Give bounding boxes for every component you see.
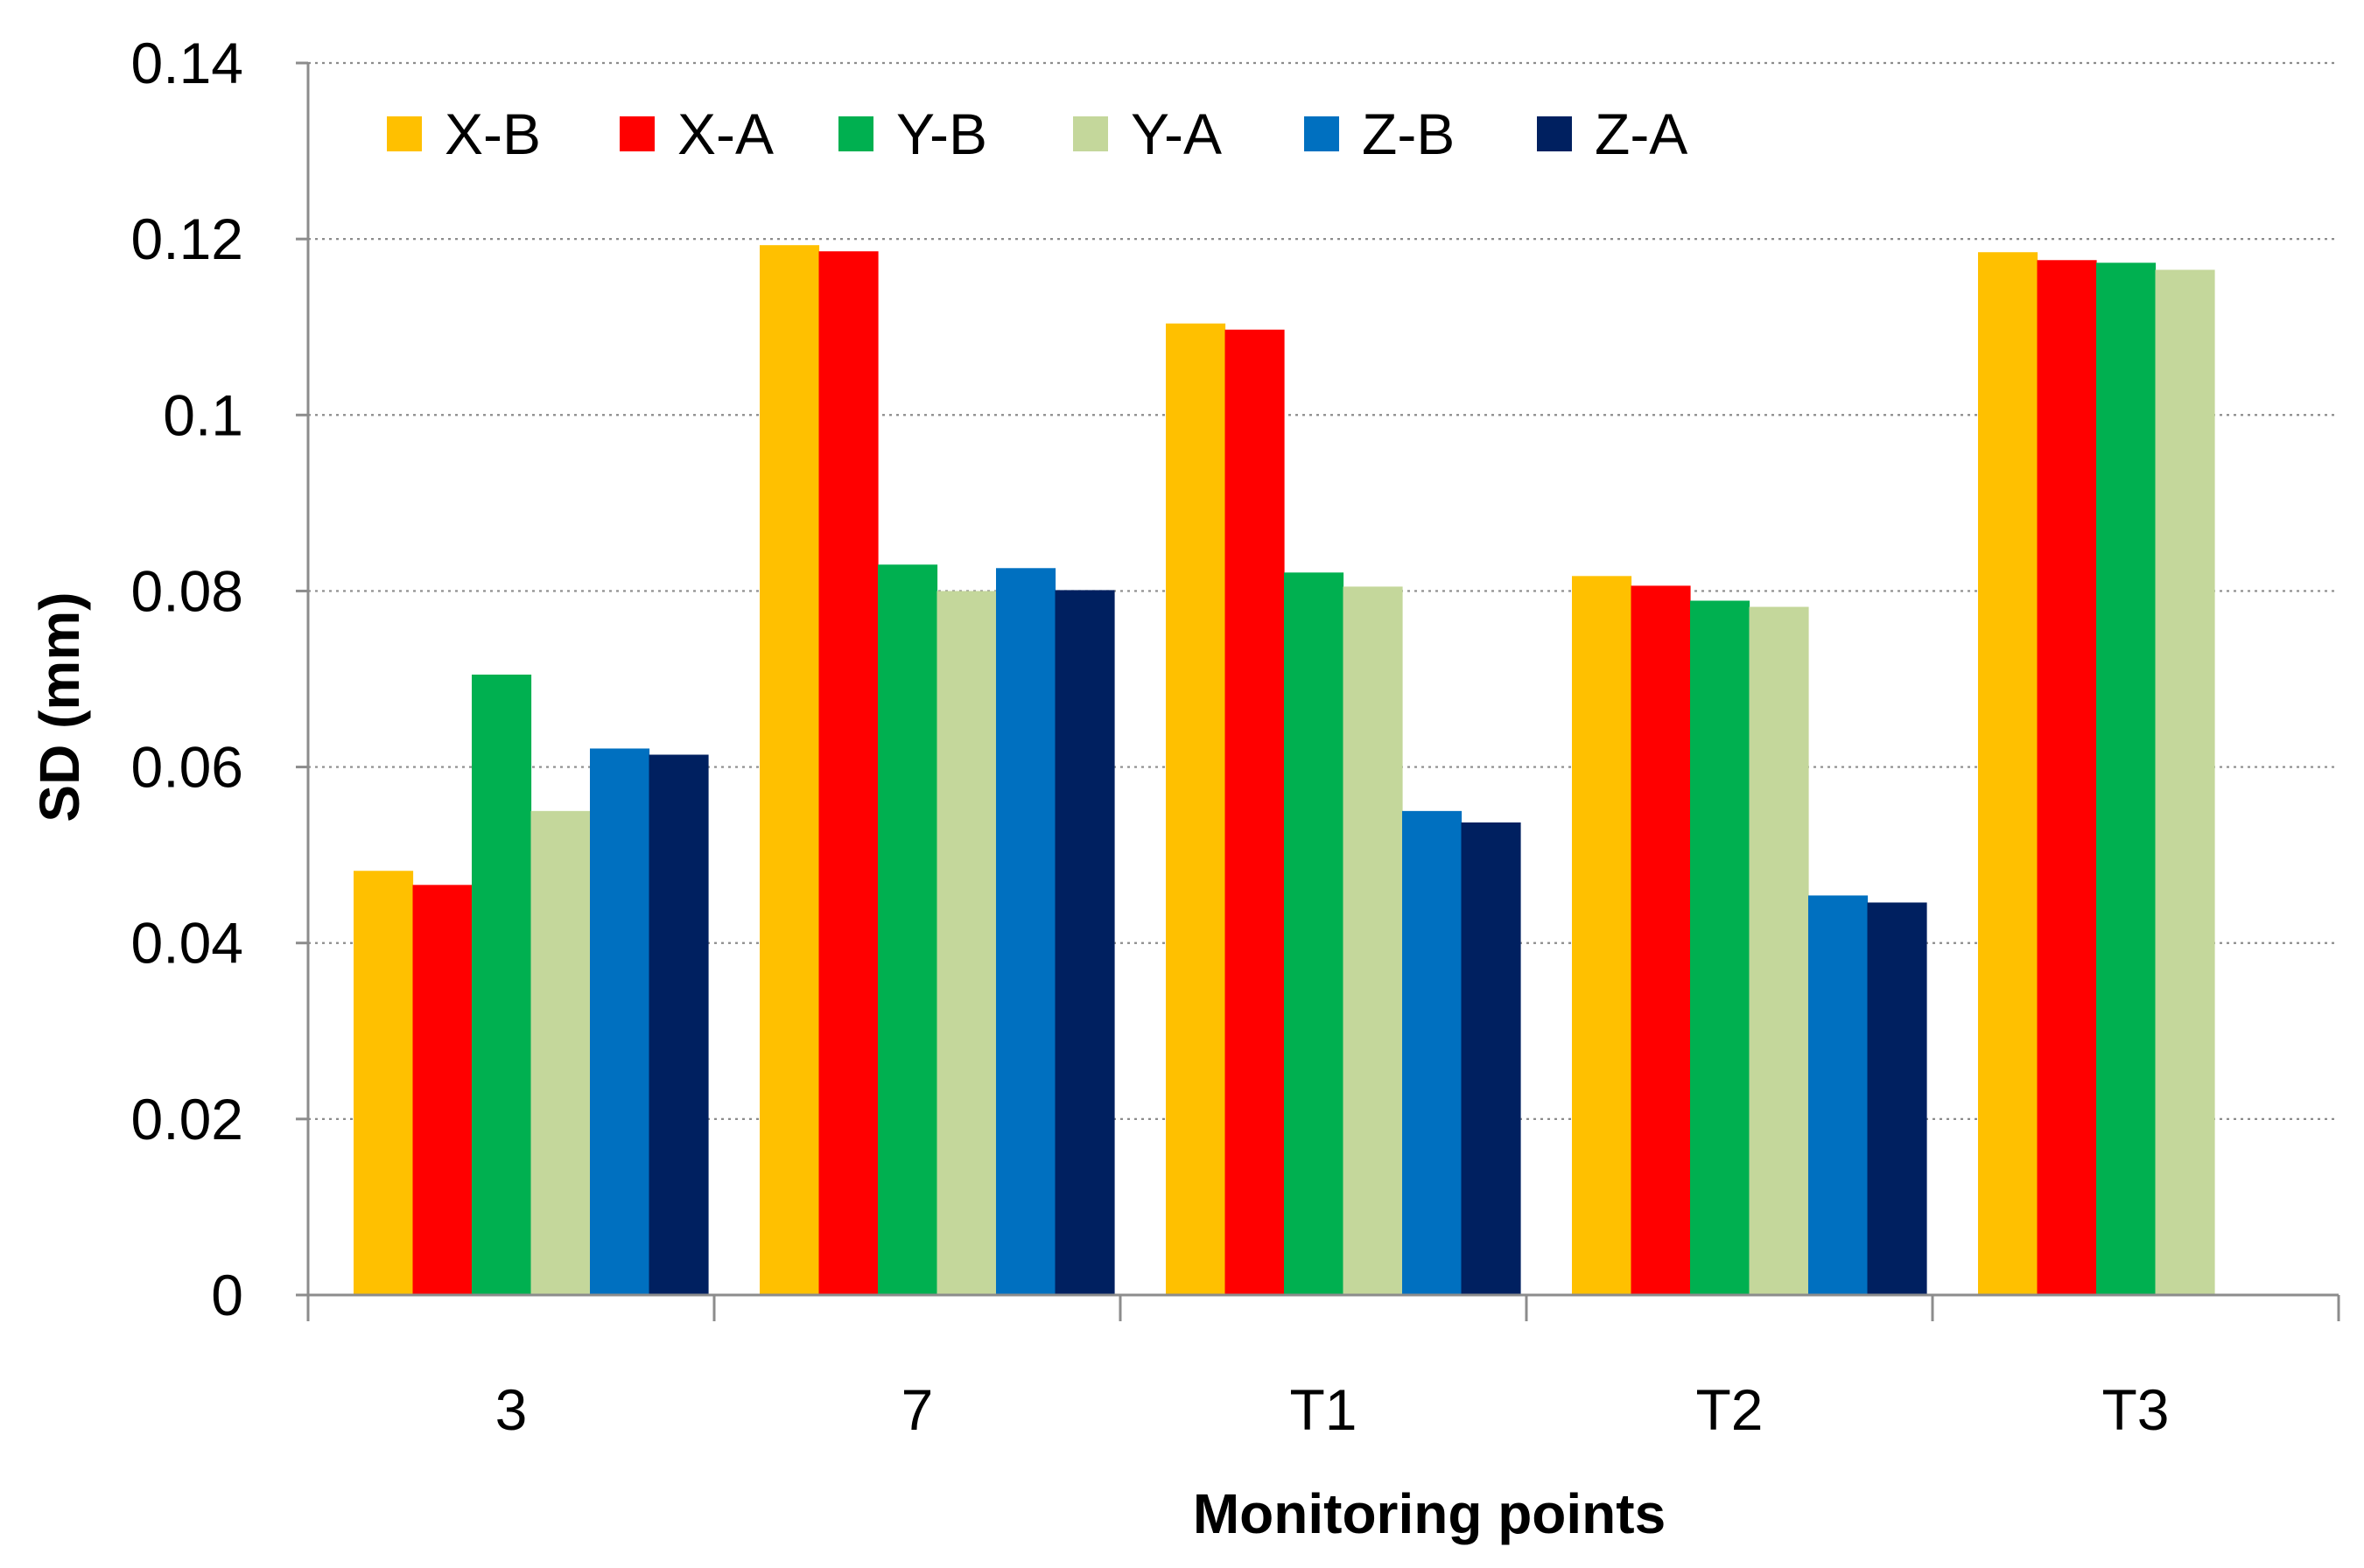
- bar-x-a-7: [818, 251, 879, 1295]
- legend-label: Z-B: [1362, 102, 1455, 166]
- bar-y-b-t2: [1690, 600, 1750, 1295]
- legend-item-x-b: X-B: [387, 102, 541, 166]
- bar-y-b-t3: [2096, 262, 2157, 1296]
- bar-z-a-3: [649, 754, 709, 1295]
- y-tick-label: 0.12: [131, 206, 243, 271]
- legend-item-x-a: X-A: [620, 102, 774, 166]
- bar-y-a-t1: [1343, 586, 1403, 1295]
- y-tick-label: 0.14: [131, 31, 243, 95]
- legend-swatch: [620, 116, 655, 151]
- bars: [354, 245, 2215, 1296]
- legend: X-B X-A Y-B Y-A Z-B Z-A: [387, 102, 1687, 166]
- bar-x-b-t2: [1572, 576, 1632, 1295]
- bar-z-b-3: [590, 748, 650, 1295]
- legend-swatch: [1537, 116, 1572, 151]
- y-tick-label: 0.1: [163, 382, 243, 447]
- legend-item-z-a: Z-A: [1537, 102, 1687, 166]
- bar-y-a-3: [530, 810, 591, 1295]
- bar-z-b-7: [996, 568, 1056, 1295]
- bar-x-a-t3: [2037, 260, 2097, 1295]
- legend-swatch: [1304, 116, 1339, 151]
- x-tick-label: T1: [1289, 1377, 1357, 1442]
- bar-z-b-t1: [1402, 810, 1463, 1295]
- legend-label: Z-A: [1595, 102, 1687, 166]
- legend-swatch: [1073, 116, 1108, 151]
- bar-y-a-7: [936, 591, 997, 1295]
- bar-x-b-3: [354, 871, 414, 1295]
- bar-x-a-t1: [1224, 329, 1285, 1295]
- x-tick-label: 7: [901, 1377, 934, 1442]
- legend-label: X-A: [677, 102, 774, 166]
- x-tick-label: 3: [495, 1377, 528, 1442]
- y-axis-title: SD (mm): [28, 592, 91, 822]
- y-tick-label: 0.02: [131, 1087, 243, 1152]
- bar-y-a-t2: [1749, 606, 1809, 1295]
- y-tick-labels: 0 0.02 0.04 0.06 0.08 0.1 0.12 0.14: [131, 31, 243, 1327]
- bar-z-a-t2: [1867, 902, 1927, 1295]
- y-tick-label: 0: [211, 1263, 243, 1327]
- x-tick-label: T2: [1695, 1377, 1763, 1442]
- bar-z-a-t1: [1461, 822, 1521, 1295]
- y-tick-label: 0.06: [131, 735, 243, 800]
- bar-x-b-t1: [1166, 323, 1226, 1296]
- y-tick-label: 0.08: [131, 558, 243, 623]
- legend-swatch: [838, 116, 873, 151]
- bar-z-a-7: [1055, 590, 1115, 1295]
- bar-y-b-3: [472, 674, 532, 1295]
- axes: [296, 61, 2340, 1321]
- x-tick-label: T3: [2101, 1377, 2169, 1442]
- legend-item-y-b: Y-B: [838, 102, 987, 166]
- legend-swatch: [387, 116, 422, 151]
- legend-item-z-b: Z-B: [1304, 102, 1455, 166]
- legend-label: Y-A: [1131, 102, 1222, 166]
- bar-x-a-t2: [1631, 585, 1691, 1295]
- bar-x-b-7: [760, 245, 820, 1295]
- bar-y-b-7: [878, 564, 938, 1295]
- bar-y-a-t3: [2155, 270, 2215, 1295]
- x-axis-title: Monitoring points: [1193, 1482, 1666, 1545]
- bar-z-b-t2: [1808, 895, 1869, 1295]
- y-tick-label: 0.04: [131, 911, 243, 976]
- x-tick-labels: 3 7 T1 T2 T3: [495, 1377, 2170, 1442]
- legend-label: Y-B: [896, 102, 987, 166]
- bar-y-b-t1: [1284, 572, 1344, 1295]
- legend-item-y-a: Y-A: [1073, 102, 1222, 166]
- bar-x-b-t3: [1978, 252, 2038, 1296]
- legend-label: X-B: [445, 102, 541, 166]
- bar-x-a-3: [412, 885, 473, 1295]
